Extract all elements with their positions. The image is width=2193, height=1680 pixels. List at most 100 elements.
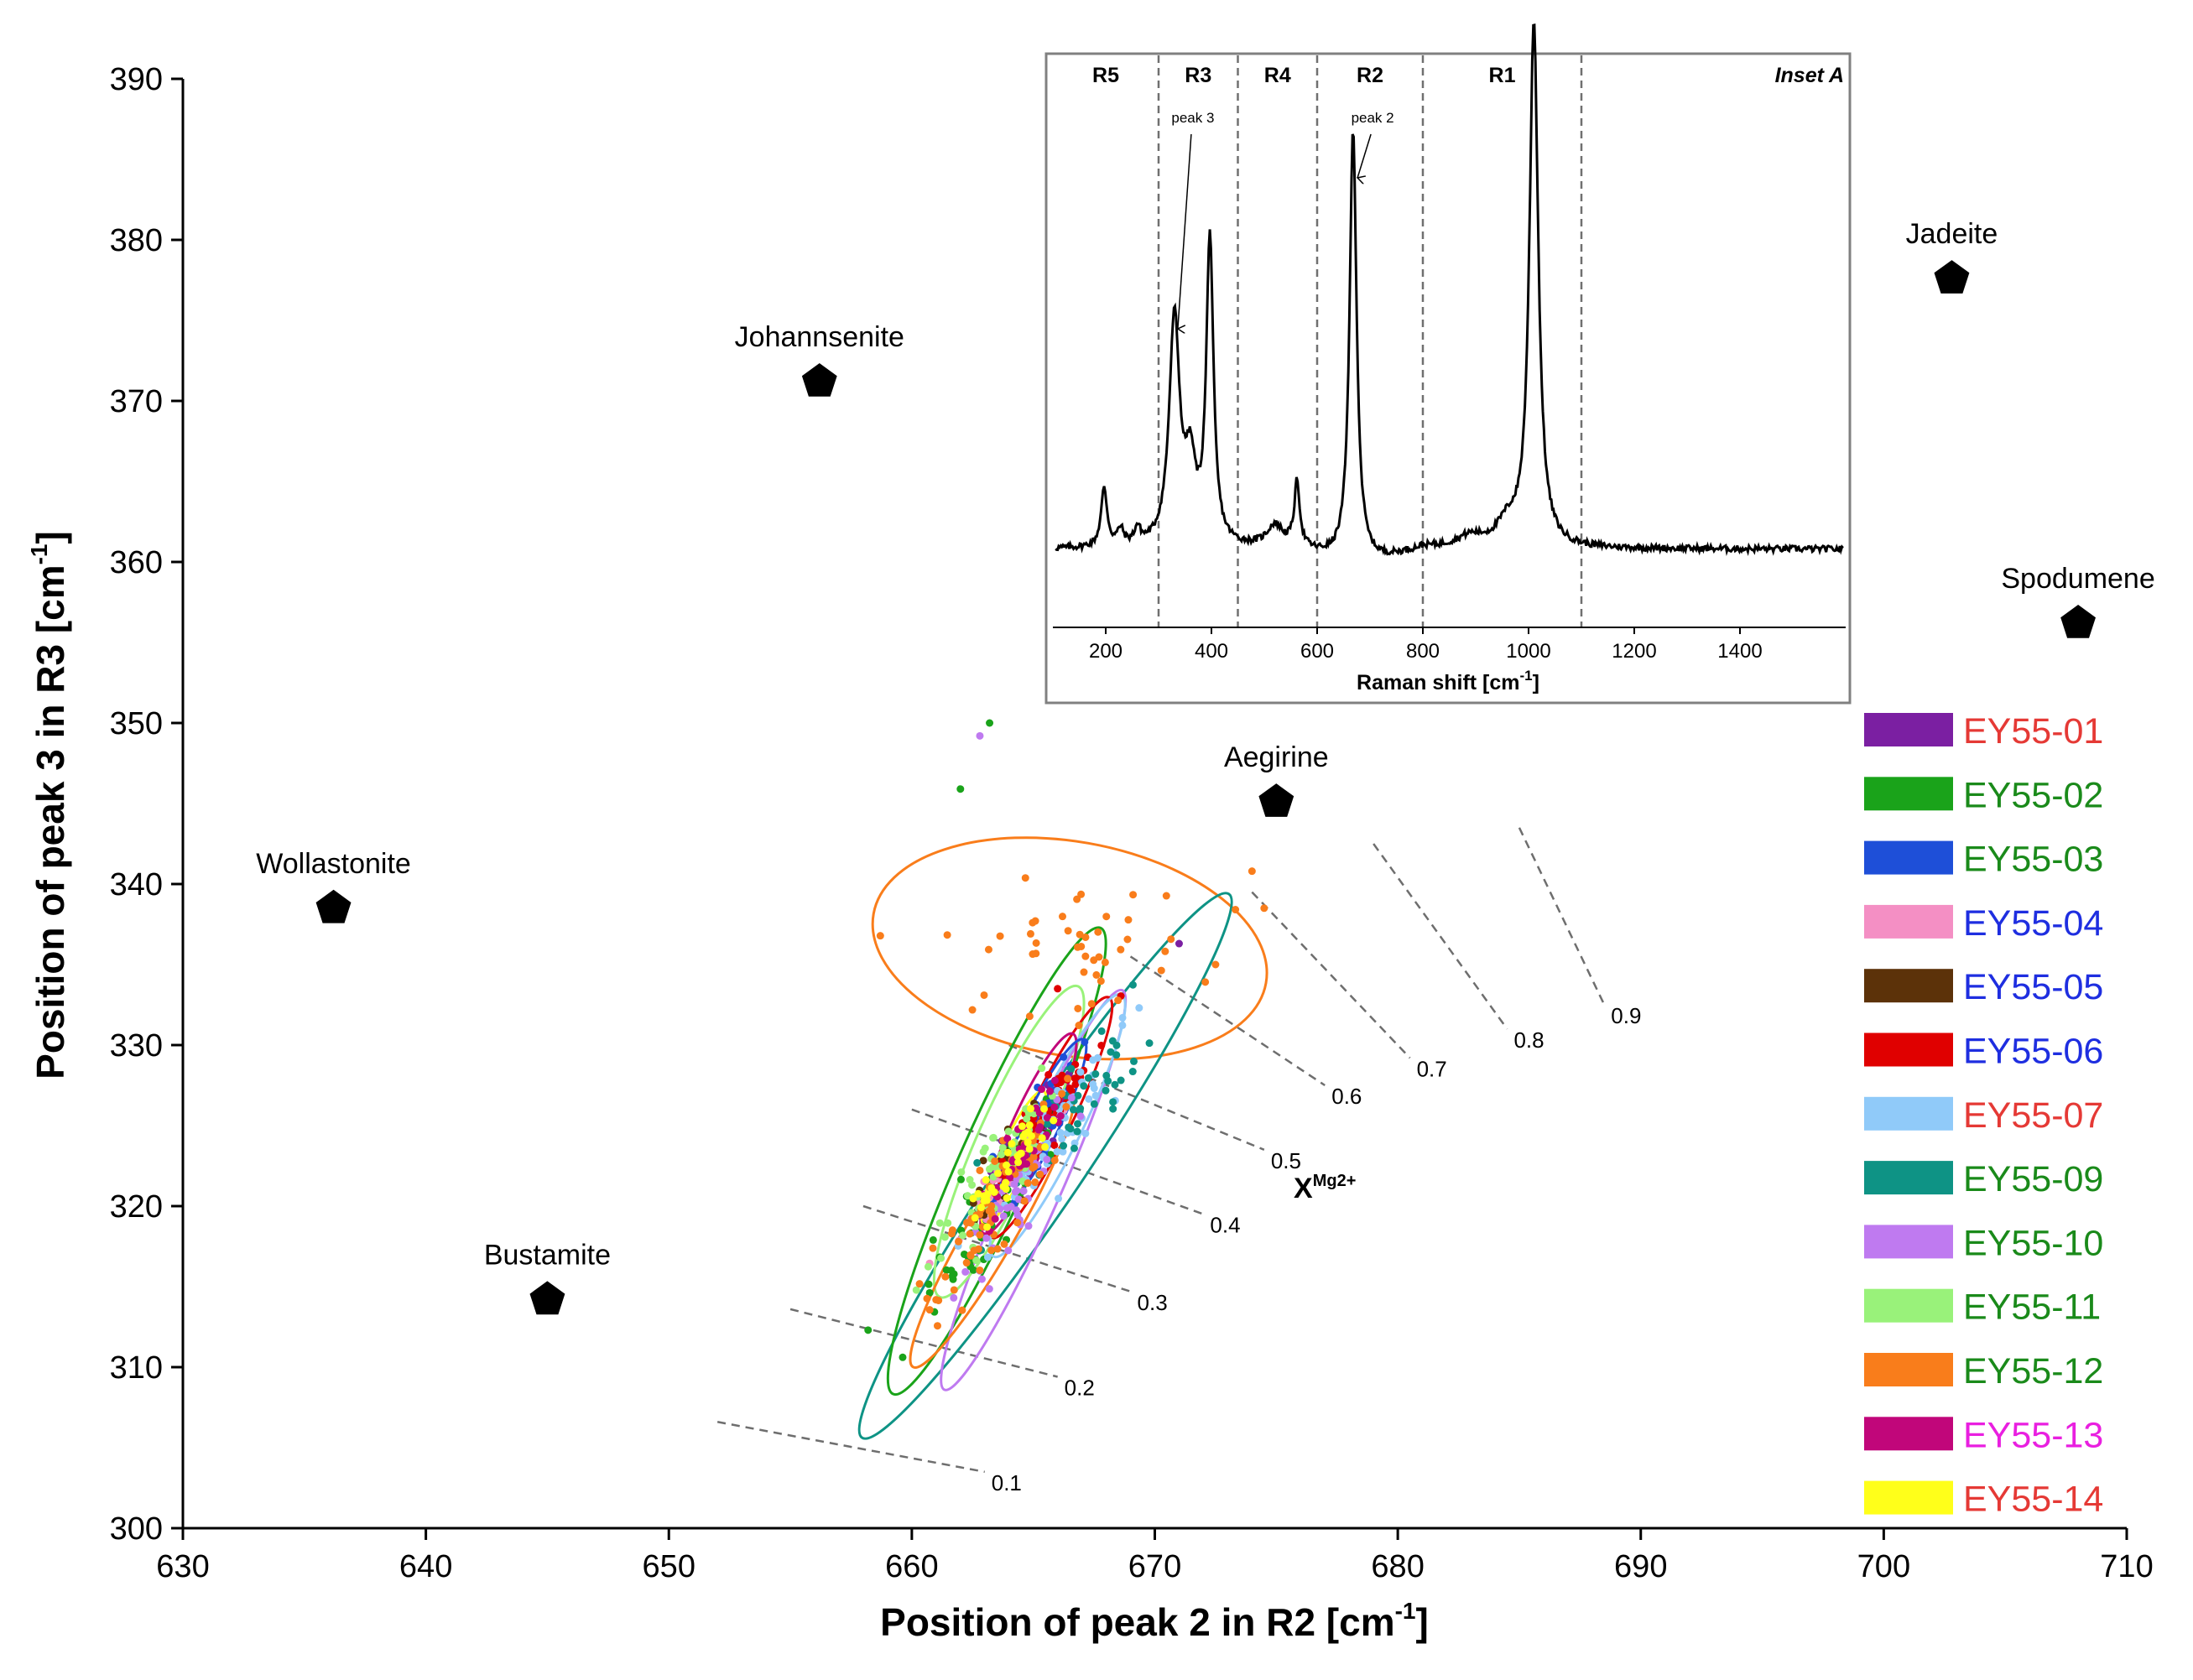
y-tick-label: 360	[110, 545, 163, 580]
data-point-EY55-12	[1074, 1004, 1082, 1012]
data-point-EY55-09	[1109, 1098, 1117, 1106]
inset-x-axis-title-text: Raman shift [cm	[1357, 671, 1519, 694]
data-point-EY55-12	[1081, 952, 1090, 960]
data-point-EY55-12	[929, 1244, 937, 1252]
data-point-EY55-12	[976, 1166, 984, 1174]
data-point-EY55-12	[915, 1280, 924, 1288]
data-point-EY55-12	[932, 1296, 940, 1304]
data-point-EY55-09	[1130, 1057, 1138, 1065]
data-point-EY55-11	[989, 1134, 998, 1142]
data-point-EY55-07	[1055, 1194, 1063, 1203]
y-tick-label: 340	[110, 867, 163, 902]
data-point-EY55-14	[987, 1183, 996, 1192]
data-point-EY55-12	[1029, 950, 1037, 959]
data-point-EY55-14	[983, 1223, 992, 1231]
data-point-EY55-12	[1102, 913, 1111, 921]
data-point-EY55-02	[864, 1326, 873, 1334]
y-tick-label: 300	[110, 1511, 163, 1547]
data-point-EY55-11	[1038, 1064, 1046, 1073]
isoline-0.5	[1008, 1043, 1265, 1151]
data-point-EY55-09	[1073, 1120, 1081, 1128]
data-point-EY55-03	[1060, 1053, 1068, 1061]
legend-label-EY55-13: EY55-13	[1963, 1415, 2103, 1455]
data-point-EY55-14	[982, 1196, 991, 1204]
inset-x-tick-group: 200 400 600 800 1000 1200 1400	[1089, 627, 1763, 663]
data-point-EY55-10	[1076, 1112, 1085, 1121]
y-tick-label: 330	[110, 1028, 163, 1064]
legend-swatch-EY55-11	[1864, 1288, 1953, 1323]
data-point-EY55-07	[1056, 1129, 1065, 1137]
data-point-EY55-12	[1201, 978, 1210, 986]
data-point-EY55-11	[944, 1219, 952, 1227]
legend-swatch-EY55-09	[1864, 1161, 1953, 1195]
y-axis-title-text: Position of peak 3 in R3 [cm	[29, 564, 72, 1079]
data-point-EY55-14	[977, 1204, 986, 1212]
data-point-EY55-14	[1016, 1150, 1024, 1158]
data-point-EY55-11	[985, 1165, 993, 1173]
legend-swatch-EY55-03	[1864, 840, 1953, 875]
legend-swatch-EY55-10	[1864, 1225, 1953, 1259]
data-point-EY55-11	[940, 1233, 949, 1241]
legend-swatch-EY55-04	[1864, 904, 1953, 939]
x-axis-title: Position of peak 2 in R2 [cm-1]	[880, 1598, 1429, 1644]
y-tick-label: 350	[110, 706, 163, 741]
data-point-EY55-10	[999, 1212, 1008, 1220]
data-point-EY55-09	[1111, 1080, 1119, 1089]
data-point-EY55-12	[1075, 1022, 1083, 1030]
data-point-EY55-14	[1025, 1145, 1034, 1153]
data-point-EY55-05	[979, 1157, 987, 1165]
inset-x-axis-title-sup: -1	[1520, 668, 1533, 684]
data-point-EY55-12	[1167, 935, 1175, 944]
data-point-EY55-12	[1077, 890, 1086, 898]
data-point-EY55-12	[1117, 945, 1125, 954]
inset-x-tick-label: 800	[1406, 640, 1440, 663]
data-point-EY55-12	[1260, 904, 1268, 913]
data-point-EY55-07	[1076, 1068, 1085, 1076]
data-point-EY55-10	[1003, 1204, 1011, 1212]
x-tick-label: 650	[643, 1549, 695, 1584]
data-point-EY55-12	[1248, 867, 1256, 876]
data-point-EY55-12	[993, 1245, 1002, 1253]
legend-label-EY55-05: EY55-05	[1963, 967, 2103, 1007]
data-point-EY55-13	[1056, 1112, 1065, 1121]
legend-label-EY55-11: EY55-11	[1963, 1287, 2101, 1328]
data-point-EY55-06	[1071, 1080, 1080, 1089]
iso-label: XMg2+	[1294, 1172, 1356, 1204]
data-point-EY55-13	[1036, 1123, 1044, 1131]
legend-label-EY55-09: EY55-09	[1963, 1159, 2103, 1199]
x-tick-label: 710	[2100, 1549, 2153, 1584]
legend-swatch-EY55-12	[1864, 1353, 1953, 1386]
data-point-EY55-12	[1129, 891, 1138, 899]
data-point-EY55-12	[1095, 953, 1103, 961]
y-tick-label: 390	[110, 62, 163, 97]
data-point-EY55-14	[1003, 1161, 1011, 1169]
y-axis-title-end: ]	[29, 531, 72, 544]
data-point-EY55-02	[929, 1235, 937, 1244]
data-point-EY55-12	[1026, 929, 1034, 938]
data-point-EY55-12	[1030, 1162, 1039, 1171]
data-point-EY55-11	[924, 1262, 932, 1271]
legend-label-EY55-07: EY55-07	[1963, 1095, 2103, 1136]
data-point-EY55-09	[1065, 1123, 1073, 1131]
data-point-EY55-14	[1024, 1138, 1032, 1147]
data-point-EY55-14	[1021, 1130, 1029, 1138]
data-point-EY55-13	[1043, 1114, 1051, 1122]
legend-label-EY55-14: EY55-14	[1963, 1480, 2103, 1520]
data-point-EY55-12	[1013, 1219, 1022, 1227]
data-point-EY55-14	[974, 1189, 982, 1198]
data-point-EY55-11	[937, 1254, 945, 1262]
inset-x-tick-label: 1200	[1612, 640, 1656, 663]
mineral-marker-johannsenite	[801, 363, 837, 397]
data-point-EY55-10	[1013, 1187, 1021, 1195]
inset-annotation-arrow	[1178, 133, 1192, 329]
mineral-marker-spodumene	[2060, 605, 2096, 638]
data-point-EY55-01	[1175, 939, 1183, 948]
data-point-EY55-14	[982, 1176, 990, 1184]
data-point-EY55-12	[1092, 970, 1101, 979]
data-point-EY55-06	[1054, 985, 1062, 993]
data-point-EY55-14	[1050, 1116, 1058, 1125]
legend-swatch-EY55-02	[1864, 777, 1953, 811]
data-point-EY55-10	[1024, 1222, 1033, 1230]
mineral-label-jadeite: Jadeite	[1906, 218, 1998, 250]
data-point-EY55-12	[1211, 960, 1220, 969]
